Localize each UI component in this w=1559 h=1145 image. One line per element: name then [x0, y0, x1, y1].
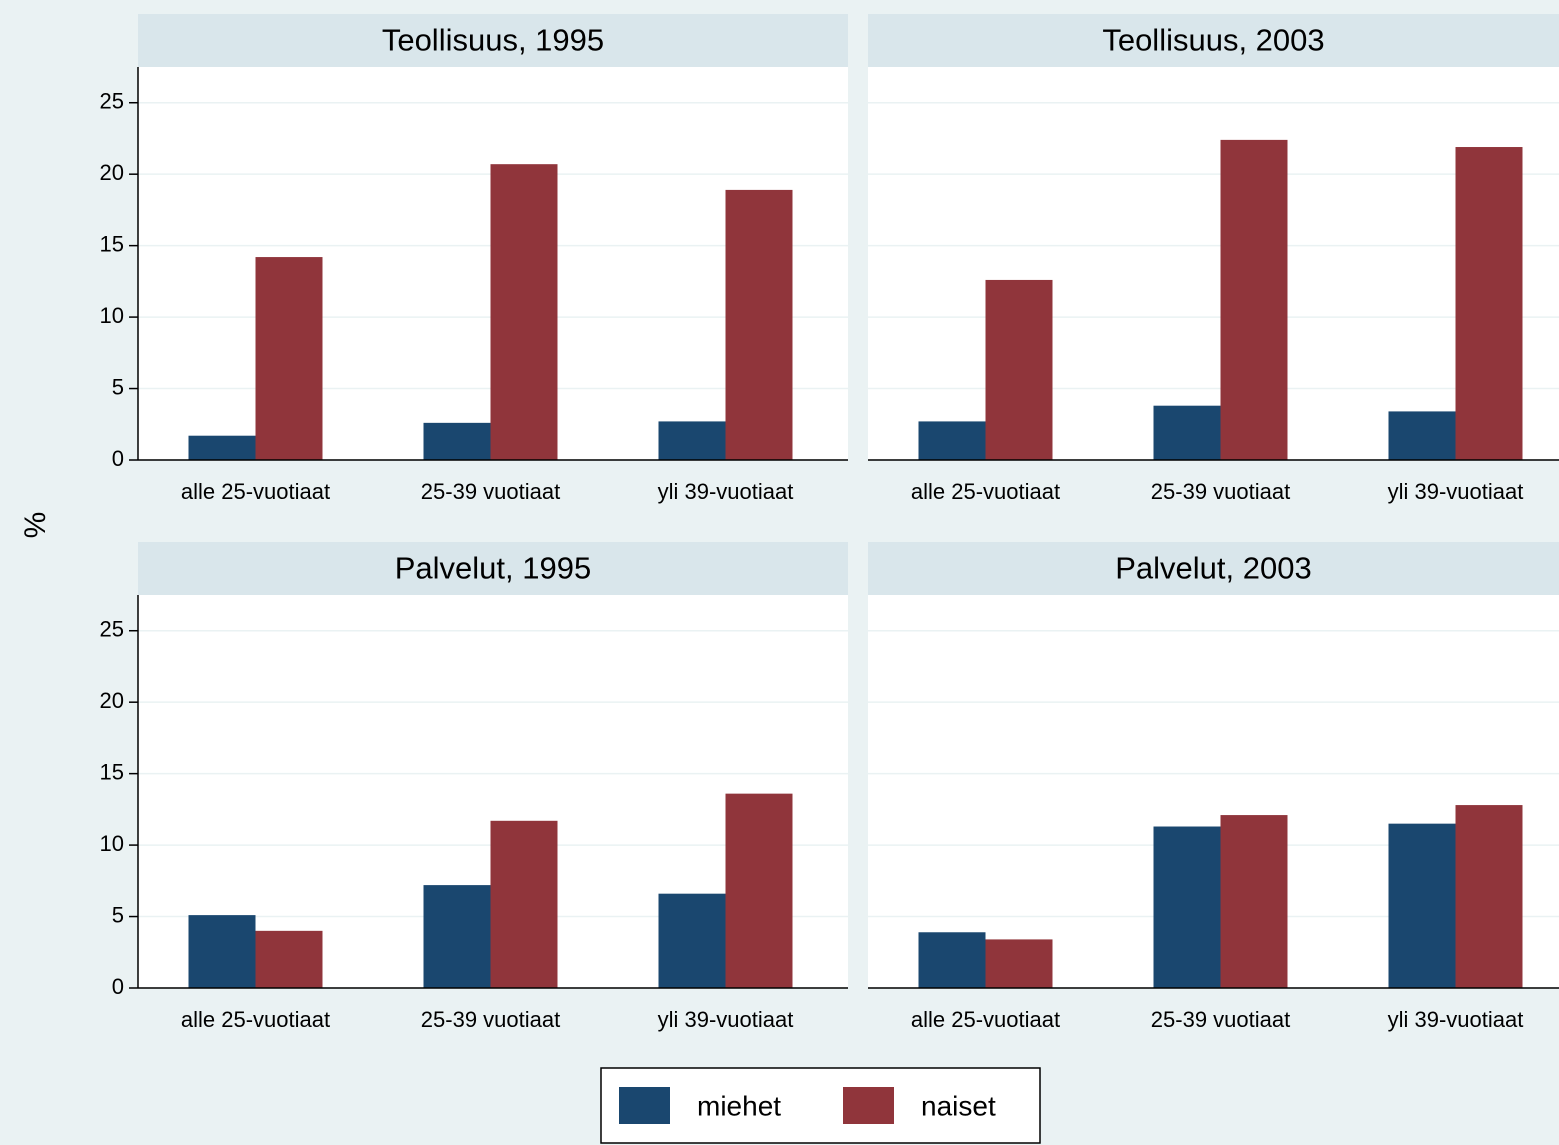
y-tick-label: 10	[100, 831, 124, 856]
x-tick-label: yli 39-vuotiaat	[658, 1007, 794, 1032]
x-tick-label: alle 25-vuotiaat	[181, 1007, 330, 1032]
bar	[725, 793, 793, 988]
legend-swatch	[619, 1087, 670, 1124]
legend-box	[600, 1067, 1041, 1144]
x-tick-label: 25-39 vuotiaat	[1151, 1007, 1290, 1032]
bar	[1220, 815, 1288, 988]
x-tick-label: yli 39-vuotiaat	[1388, 479, 1524, 504]
panel-title: Palvelut, 1995	[395, 551, 591, 586]
bar	[1388, 823, 1456, 988]
legend-swatch	[843, 1087, 894, 1124]
bar	[918, 932, 986, 988]
x-tick-label: 25-39 vuotiaat	[421, 1007, 560, 1032]
legend-label: naiset	[921, 1090, 996, 1121]
bar	[423, 885, 491, 988]
y-tick-label: 5	[112, 902, 124, 927]
panel-header	[868, 14, 1559, 67]
x-tick-label: alle 25-vuotiaat	[181, 479, 330, 504]
legend-label: miehet	[697, 1090, 781, 1121]
bar	[725, 189, 793, 460]
x-tick-label: alle 25-vuotiaat	[911, 1007, 1060, 1032]
y-tick-label: 10	[100, 303, 124, 328]
bar	[1153, 826, 1221, 988]
bar	[255, 930, 323, 988]
panel-header	[138, 14, 848, 67]
bar	[985, 279, 1053, 460]
y-axis-title: %	[19, 512, 52, 539]
y-tick-label: 0	[112, 446, 124, 471]
x-tick-label: 25-39 vuotiaat	[1151, 479, 1290, 504]
bar	[985, 939, 1053, 988]
x-tick-label: 25-39 vuotiaat	[421, 479, 560, 504]
y-tick-label: 20	[100, 688, 124, 713]
bar	[255, 257, 323, 460]
y-tick-label: 25	[100, 89, 124, 114]
y-tick-label: 15	[100, 231, 124, 256]
y-tick-label: 5	[112, 374, 124, 399]
bar	[918, 421, 986, 460]
y-tick-label: 25	[100, 617, 124, 642]
bar	[1455, 805, 1523, 988]
y-tick-label: 0	[112, 974, 124, 999]
bar	[1220, 139, 1288, 460]
panel-header	[868, 542, 1559, 595]
bar	[490, 820, 558, 988]
bar	[658, 893, 726, 988]
y-tick-label: 15	[100, 759, 124, 784]
bar	[658, 421, 726, 460]
bar	[423, 422, 491, 460]
bar	[490, 164, 558, 461]
bar	[1455, 147, 1523, 460]
x-tick-label: yli 39-vuotiaat	[1388, 1007, 1524, 1032]
bar	[1153, 405, 1221, 460]
panel-title: Teollisuus, 2003	[1102, 23, 1324, 58]
panel-title: Teollisuus, 1995	[382, 23, 604, 58]
panel-title: Palvelut, 2003	[1115, 551, 1311, 586]
plot-area	[868, 67, 1559, 460]
bar	[1388, 411, 1456, 460]
bar	[188, 915, 256, 988]
y-tick-label: 20	[100, 160, 124, 185]
panel-header	[138, 542, 848, 595]
bar	[188, 435, 256, 460]
x-tick-label: yli 39-vuotiaat	[658, 479, 794, 504]
x-tick-label: alle 25-vuotiaat	[911, 479, 1060, 504]
